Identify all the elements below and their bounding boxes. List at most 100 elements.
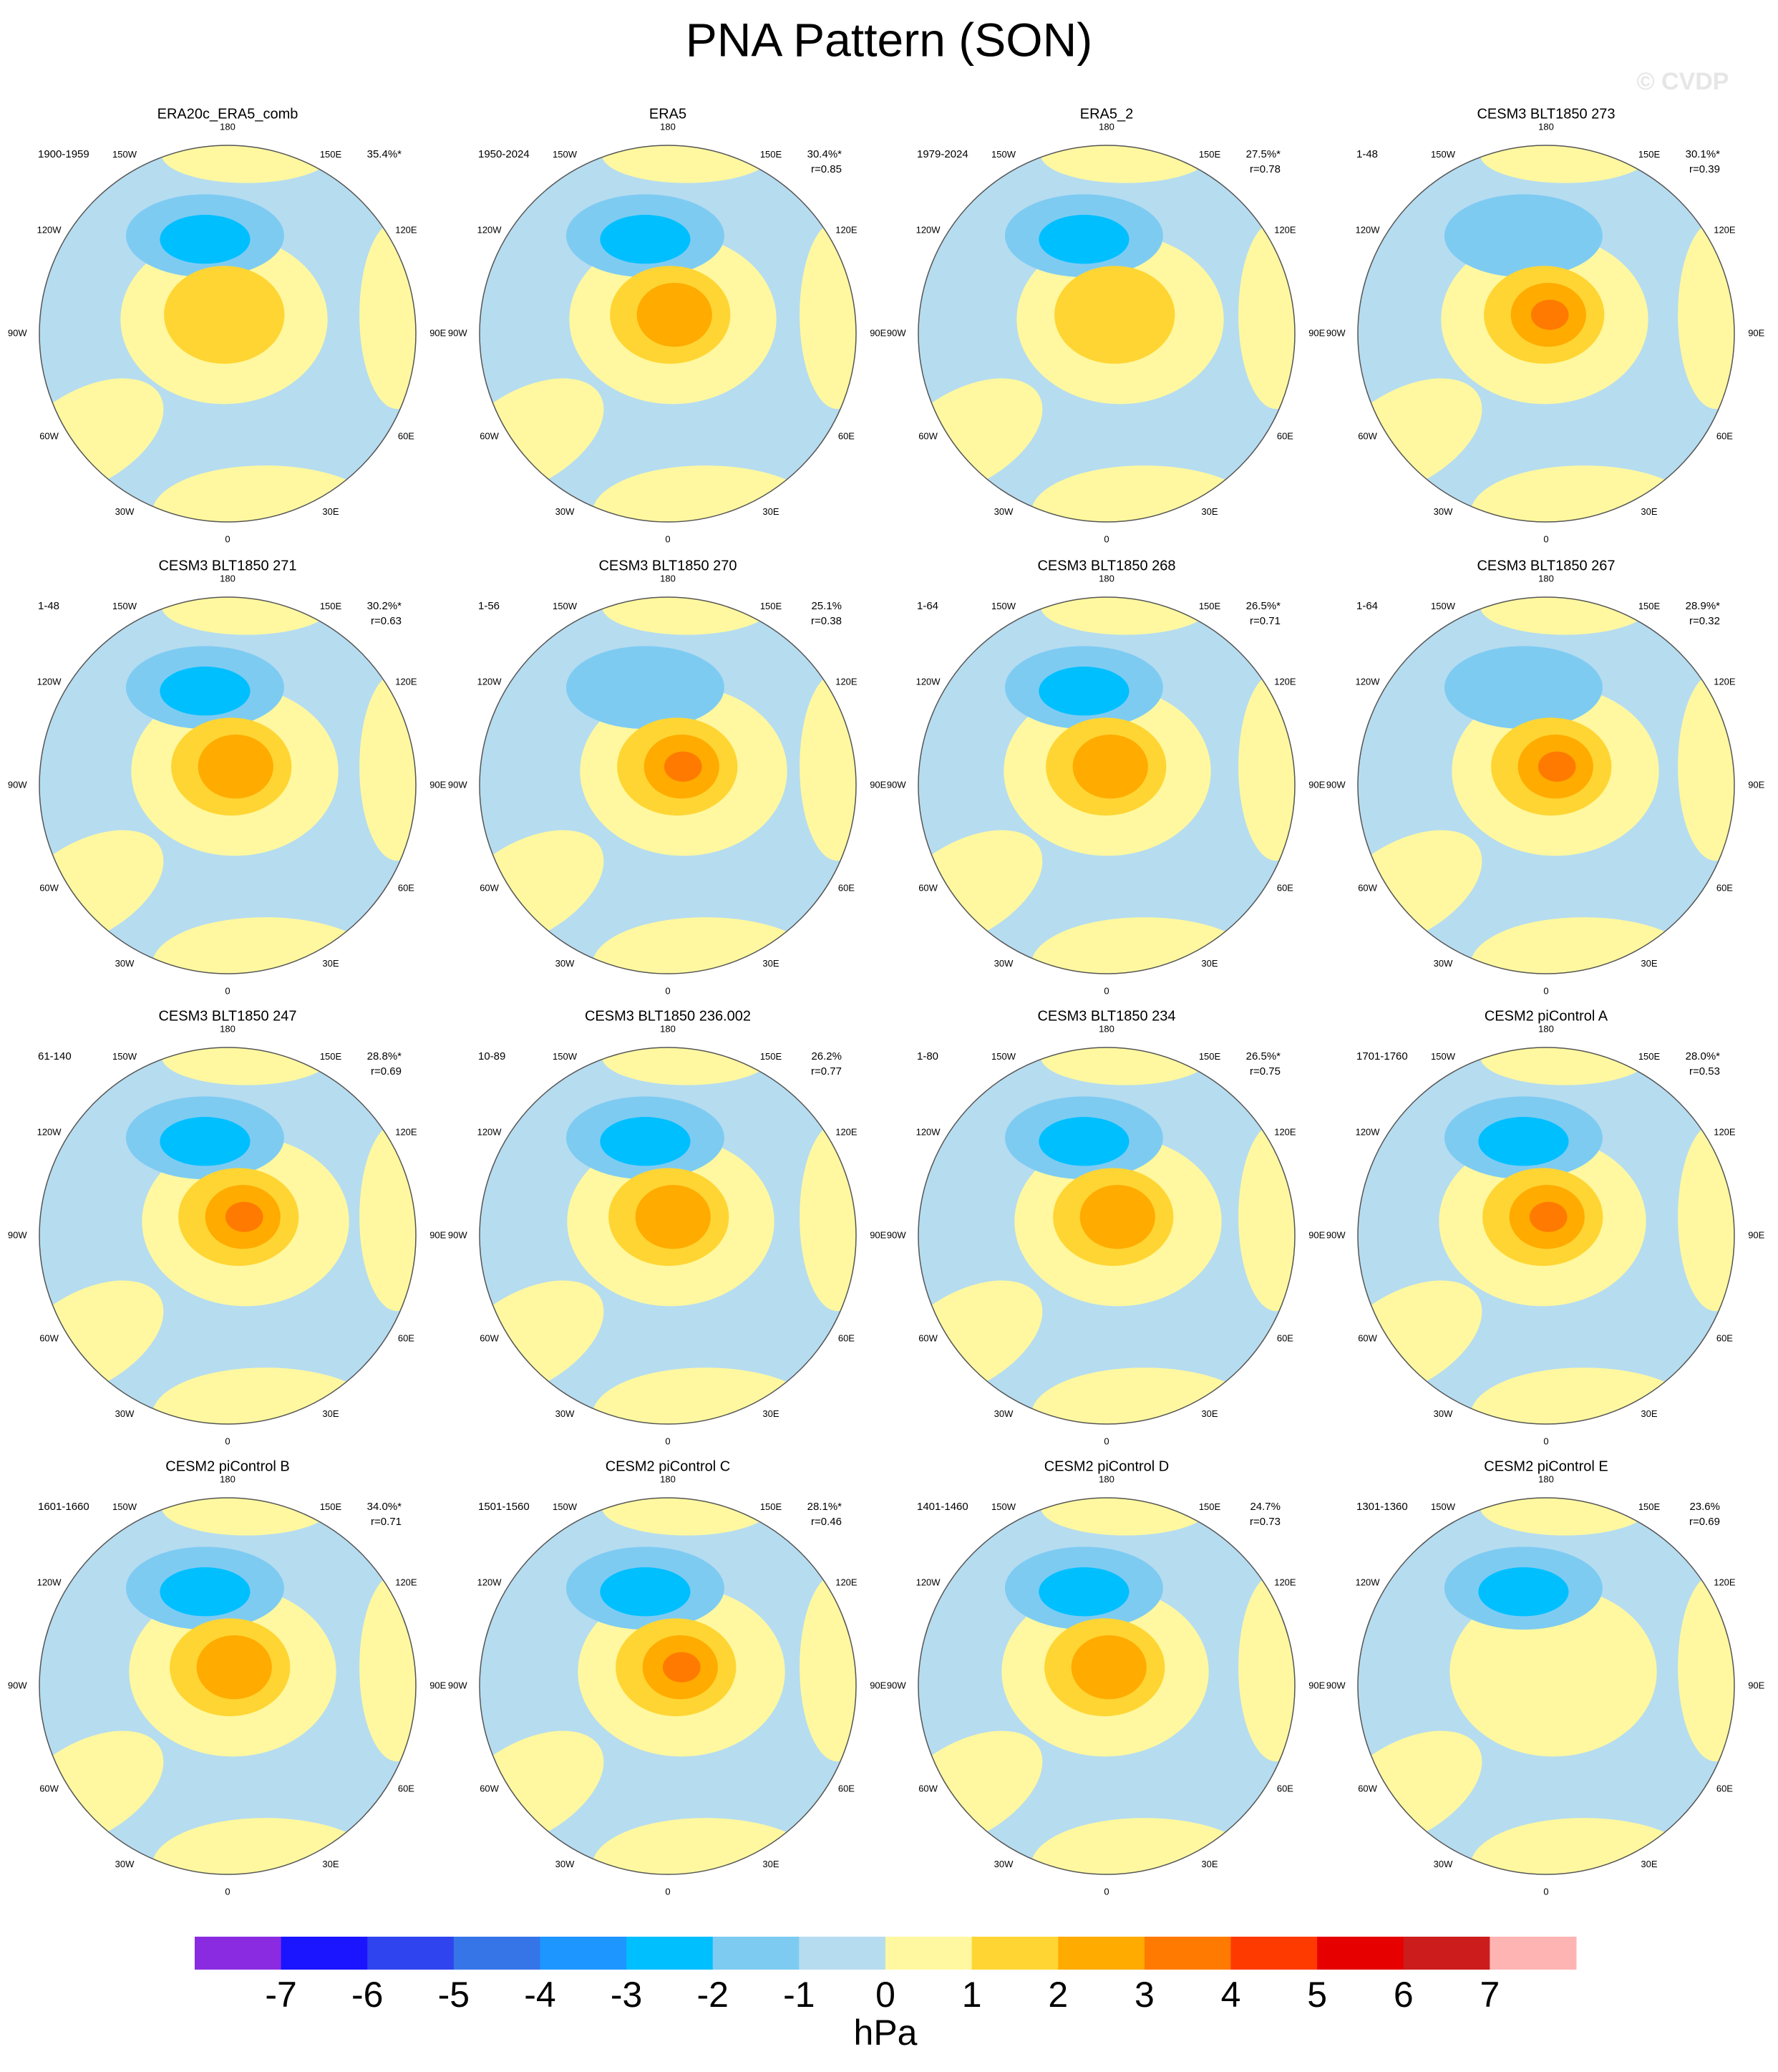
longitude-label: 30W xyxy=(115,506,135,517)
negative-region xyxy=(1039,1567,1130,1617)
variance-label: 28.1%* xyxy=(807,1501,842,1513)
positive-region xyxy=(359,1573,416,1762)
map-panel: ERA5 1950-2024 30.4%* r=0.85 180 150E 120E 90E 6… xyxy=(448,106,887,544)
map-panel: CESM2 piControl B 1601-1660 34.0%* r=0.71 18… xyxy=(8,1458,447,1897)
colorbar-box xyxy=(971,1937,1059,1970)
map-field xyxy=(1358,597,1734,974)
negative-region xyxy=(160,1117,251,1166)
longitude-label: 90E xyxy=(870,1229,886,1240)
longitude-label: 90E xyxy=(1308,779,1325,790)
panel-title: CESM2 piControl E xyxy=(1484,1458,1608,1474)
positive-region xyxy=(1031,1818,1258,1874)
variance-label: 30.4%* xyxy=(807,148,842,160)
positive-region xyxy=(359,221,416,410)
positive-region xyxy=(359,672,416,861)
longitude-label: 30E xyxy=(1641,958,1657,969)
longitude-label: 60E xyxy=(1277,1783,1293,1793)
longitude-label: 90E xyxy=(1748,779,1764,790)
panel-title: ERA20c_ERA5_comb xyxy=(157,106,298,122)
longitude-label: 30E xyxy=(762,1408,779,1419)
longitude-label: 0 xyxy=(1543,1436,1548,1446)
longitude-label: 120W xyxy=(916,224,941,235)
period-label: 1979-2024 xyxy=(917,148,968,160)
positive-region xyxy=(1238,1573,1295,1762)
longitude-label: 0 xyxy=(1543,1886,1548,1897)
colorbar-tick-label: 1 xyxy=(962,1975,982,2015)
longitude-label: 0 xyxy=(665,1886,670,1897)
longitude-label: 150E xyxy=(1199,601,1221,611)
map-border xyxy=(39,1047,417,1425)
negative-region xyxy=(1478,1117,1569,1166)
negative-region xyxy=(565,646,724,730)
positive-region xyxy=(1072,734,1148,799)
longitude-label: 30E xyxy=(322,506,339,517)
longitude-label: 120E xyxy=(835,676,858,687)
longitude-label: 90E xyxy=(1748,1680,1764,1690)
longitude-label: 0 xyxy=(665,985,670,996)
longitude-label: 150E xyxy=(760,149,782,160)
colorbar-box xyxy=(626,1937,714,1970)
longitude-label: 60E xyxy=(1277,882,1293,893)
colorbar-box xyxy=(281,1937,368,1970)
longitude-label: 150E xyxy=(760,1501,782,1512)
longitude-label: 60W xyxy=(39,882,59,893)
map-border xyxy=(479,1047,857,1425)
panel-title: CESM3 BLT1850 234 xyxy=(1037,1008,1175,1024)
negative-region xyxy=(160,667,251,716)
positive-region xyxy=(592,1367,819,1424)
map-border xyxy=(918,596,1296,974)
longitude-label: 90W xyxy=(8,1680,27,1690)
longitude-label: 120W xyxy=(1356,1126,1381,1137)
longitude-label: 60W xyxy=(918,1783,938,1793)
positive-region xyxy=(1054,266,1175,364)
longitude-label: 30E xyxy=(322,1408,339,1419)
correlation-label: r=0.38 xyxy=(811,615,842,627)
longitude-label: 30E xyxy=(762,1859,779,1869)
positive-region xyxy=(800,1573,856,1762)
longitude-label: 60E xyxy=(1277,1332,1293,1343)
negative-region xyxy=(600,1117,691,1166)
period-label: 1-64 xyxy=(1356,600,1378,612)
positive-region xyxy=(1040,145,1210,183)
panel-title: CESM3 BLT1850 268 xyxy=(1037,558,1175,573)
longitude-label: 180 xyxy=(660,1473,676,1484)
longitude-label: 0 xyxy=(1104,533,1109,544)
positive-region xyxy=(1530,299,1569,330)
longitude-label: 120W xyxy=(37,1126,62,1137)
map-border xyxy=(39,596,417,974)
longitude-label: 180 xyxy=(220,1023,235,1034)
longitude-label: 120E xyxy=(1274,1126,1296,1137)
longitude-label: 90E xyxy=(1308,1680,1325,1690)
map-border xyxy=(918,1497,1296,1875)
map-panel: CESM3 BLT1850 268 1-64 26.5%* r=0.71 180 150E… xyxy=(887,558,1326,996)
positive-region xyxy=(196,1635,272,1700)
longitude-label: 90W xyxy=(8,1229,27,1240)
longitude-label: 60W xyxy=(918,1332,938,1343)
correlation-label: r=0.63 xyxy=(371,615,402,627)
longitude-label: 180 xyxy=(1538,573,1554,584)
positive-region xyxy=(601,597,772,635)
colorbar-tick-label: -5 xyxy=(438,1975,470,2015)
positive-region xyxy=(636,282,712,347)
variance-label: 26.2% xyxy=(811,1050,842,1062)
map-field xyxy=(1358,1047,1734,1424)
positive-region xyxy=(662,1652,701,1683)
longitude-label: 150W xyxy=(553,1051,578,1062)
longitude-label: 60E xyxy=(838,882,855,893)
longitude-label: 120W xyxy=(1356,1577,1381,1587)
longitude-label: 120W xyxy=(37,224,62,235)
longitude-label: 0 xyxy=(1543,985,1548,996)
longitude-label: 150W xyxy=(1431,1501,1456,1512)
longitude-label: 150W xyxy=(991,1501,1016,1512)
longitude-label: 60W xyxy=(918,882,938,893)
longitude-label: 30E xyxy=(1641,506,1657,517)
longitude-label: 180 xyxy=(1099,1023,1114,1034)
variance-label: 28.0%* xyxy=(1686,1050,1721,1062)
correlation-label: r=0.71 xyxy=(1250,615,1281,627)
period-label: 61-140 xyxy=(38,1050,72,1062)
positive-region xyxy=(1040,1498,1210,1536)
map-border xyxy=(918,145,1296,523)
positive-region xyxy=(1678,221,1734,410)
longitude-label: 150E xyxy=(1199,1501,1221,1512)
negative-region xyxy=(160,1567,251,1617)
